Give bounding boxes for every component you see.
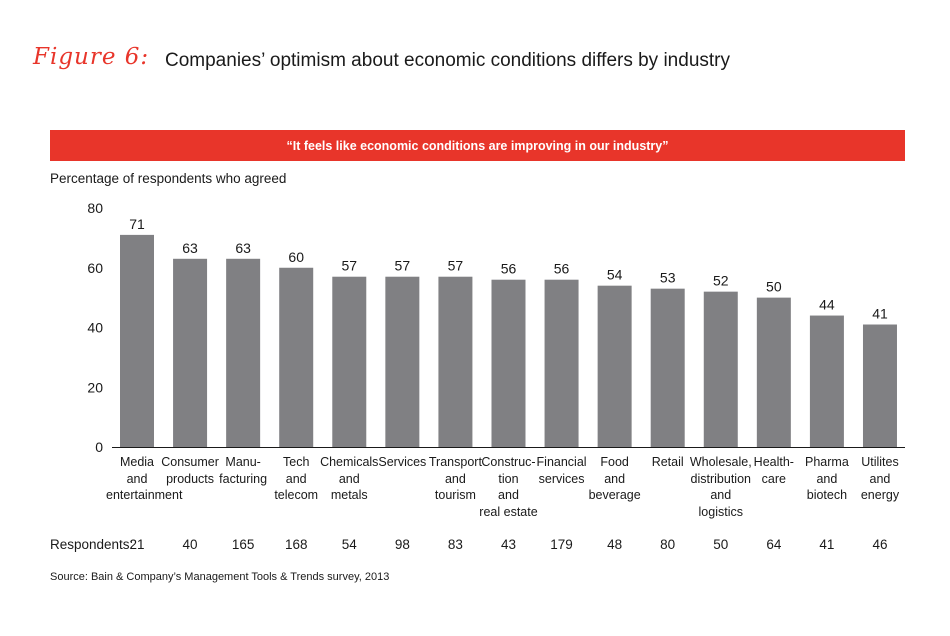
figure-label: Figure 6:: [33, 44, 150, 70]
respondent-count-8: 179: [550, 537, 573, 552]
respondent-count-4: 54: [341, 537, 357, 552]
category-label-0: Media and entertainment: [106, 455, 183, 502]
respondent-count-12: 64: [766, 537, 782, 552]
respondent-count-13: 41: [819, 537, 835, 552]
respondent-count-11: 50: [713, 537, 729, 552]
category-label-3: Tech and telecom: [274, 455, 319, 502]
category-label-5: Services: [378, 455, 427, 469]
respondent-count-6: 83: [447, 537, 463, 552]
category-label-10: Retail: [651, 455, 684, 469]
category-label-7: Construc- tion and real estate: [479, 455, 538, 519]
y-tick-60: 60: [87, 260, 103, 276]
value-label-13: 44: [819, 297, 835, 313]
category-label-11: Wholesale, distribution and logistics: [689, 455, 752, 519]
category-label-4: Chemicals and metals: [320, 455, 379, 502]
bar-12: [756, 297, 791, 447]
y-tick-40: 40: [87, 320, 103, 336]
value-label-11: 52: [713, 273, 729, 289]
respondents-label: Respondents:: [50, 537, 134, 552]
bar-11: [703, 291, 738, 447]
bar-14: [862, 324, 897, 447]
value-label-3: 60: [288, 249, 304, 265]
category-label-9: Food and beverage: [588, 455, 641, 502]
bar-0: [120, 234, 154, 447]
bar-2: [226, 258, 261, 447]
value-label-1: 63: [182, 240, 198, 256]
respondent-count-0: 21: [129, 537, 145, 552]
category-label-13: Pharma and biotech: [805, 455, 849, 502]
bar-8: [544, 279, 579, 447]
respondent-count-5: 98: [394, 537, 410, 552]
value-label-14: 41: [872, 306, 888, 322]
banner-text: “It feels like economic conditions are i…: [286, 138, 669, 153]
value-label-6: 57: [448, 258, 464, 274]
value-label-8: 56: [554, 261, 570, 277]
bar-3: [279, 267, 314, 447]
bar-1: [173, 258, 208, 447]
category-label-14: Utilites and energy: [860, 455, 900, 502]
bar-7: [491, 279, 526, 447]
bar-13: [809, 315, 844, 447]
respondent-count-10: 80: [660, 537, 676, 552]
respondent-count-1: 40: [182, 537, 198, 552]
category-label-6: Transport and tourism: [428, 455, 482, 502]
category-label-12: Health- care: [753, 455, 794, 486]
value-label-12: 50: [766, 279, 782, 295]
category-label-1: Consumer products: [161, 455, 219, 486]
y-tick-0: 0: [95, 439, 103, 455]
y-tick-20: 20: [87, 379, 103, 395]
respondent-count-7: 43: [500, 537, 516, 552]
category-label-8: Financial services: [536, 455, 587, 486]
y-axis-label: Percentage of respondents who agreed: [50, 171, 287, 186]
respondent-count-14: 46: [872, 537, 888, 552]
category-label-2: Manu- facturing: [219, 455, 268, 486]
respondent-count-2: 165: [231, 537, 255, 552]
value-label-7: 56: [501, 261, 517, 277]
bar-4: [332, 276, 367, 447]
y-tick-80: 80: [87, 200, 103, 216]
value-label-5: 57: [395, 258, 411, 274]
value-label-2: 63: [235, 240, 251, 256]
chart-title: Companies’ optimism about economic condi…: [165, 50, 730, 71]
bar-10: [650, 288, 685, 447]
bar-6: [438, 276, 473, 447]
bar-5: [385, 276, 420, 447]
value-label-4: 57: [341, 258, 357, 274]
value-label-9: 54: [607, 267, 623, 283]
value-label-0: 71: [129, 216, 145, 232]
respondent-count-3: 168: [284, 537, 308, 552]
respondent-count-9: 48: [607, 537, 623, 552]
quote-banner: “It feels like economic conditions are i…: [50, 130, 905, 161]
value-label-10: 53: [660, 270, 676, 286]
source-note: Source: Bain & Company’s Management Tool…: [50, 571, 390, 583]
bar-9: [597, 285, 632, 447]
